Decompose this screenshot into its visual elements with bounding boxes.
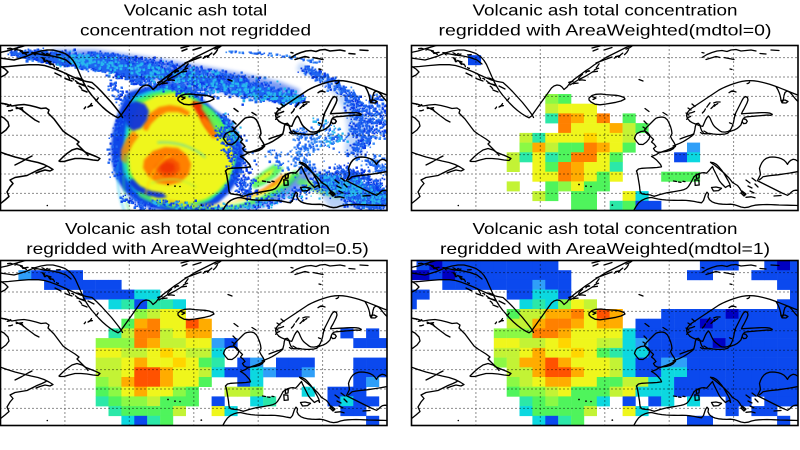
svg-text:Volcanic ash total concentrati: Volcanic ash total concentration (473, 221, 738, 238)
svg-text:regridded with AreaWeighted(md: regridded with AreaWeighted(mdtol=1) (440, 241, 770, 258)
svg-text:Volcanic ash total concentrati: Volcanic ash total concentration (473, 3, 738, 20)
svg-text:regridded with AreaWeighted(md: regridded with AreaWeighted(mdtol=0) (439, 22, 772, 39)
svg-text:Volcanic ash total: Volcanic ash total (124, 3, 268, 20)
svg-text:concentration not regridded: concentration not regridded (80, 22, 311, 39)
svg-text:regridded with AreaWeighted(md: regridded with AreaWeighted(mdtol=0.5) (26, 241, 369, 258)
svg-text:Volcanic ash total concentrati: Volcanic ash total concentration (65, 221, 330, 238)
